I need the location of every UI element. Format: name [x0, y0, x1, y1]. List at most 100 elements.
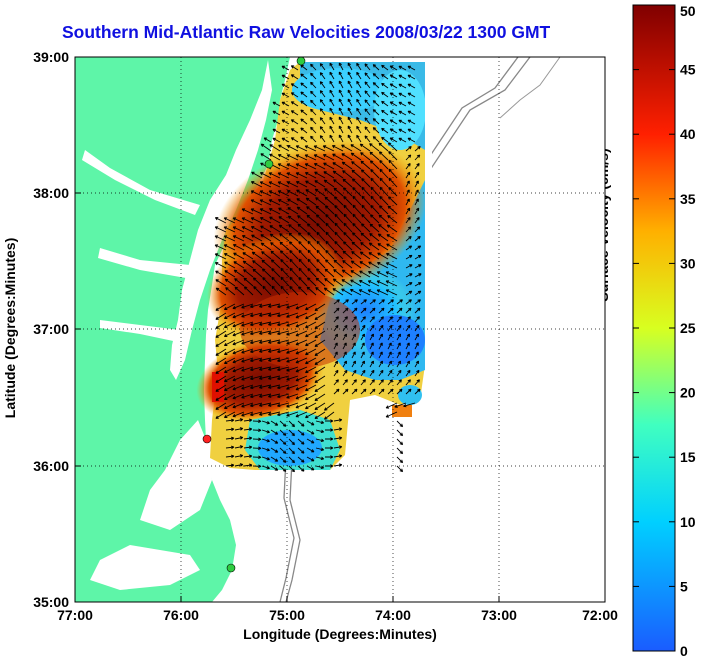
- velocity-arrow: [300, 82, 308, 89]
- velocity-arrow: [241, 330, 254, 336]
- velocity-arrow: [405, 316, 411, 323]
- velocity-arrow: [359, 261, 371, 269]
- velocity-arrow: [315, 429, 325, 434]
- velocity-arrow: [277, 303, 290, 309]
- velocity-arrow: [250, 208, 263, 215]
- velocity-arrow: [314, 330, 326, 338]
- station-marker: [226, 563, 236, 573]
- velocity-arrow: [215, 270, 227, 278]
- velocity-arrow: [241, 235, 254, 242]
- velocity-arrow: [323, 171, 335, 179]
- velocity-arrow: [360, 351, 365, 359]
- velocity-arrow: [342, 342, 347, 350]
- velocity-arrow: [241, 357, 254, 363]
- velocity-arrow: [214, 244, 227, 251]
- velocity-arrow: [405, 273, 413, 278]
- colorbar-tick-label: 5: [680, 578, 688, 594]
- velocity-arrow: [223, 384, 236, 391]
- velocity-arrow: [223, 235, 236, 242]
- velocity-arrow: [279, 465, 287, 472]
- velocity-arrow: [298, 276, 308, 287]
- velocity-arrow: [379, 168, 389, 179]
- velocity-arrow: [396, 379, 402, 386]
- velocity-arrow: [360, 160, 371, 170]
- velocity-arrow: [243, 277, 254, 287]
- velocity-arrow: [241, 393, 254, 399]
- velocity-arrow: [281, 119, 290, 125]
- velocity-arrow: [398, 65, 407, 71]
- velocity-arrow: [269, 144, 281, 152]
- velocity-arrow: [250, 384, 263, 390]
- velocity-arrow: [286, 154, 299, 161]
- velocity-arrow: [325, 222, 335, 233]
- velocity-arrow: [290, 119, 299, 125]
- velocity-arrow: [396, 299, 403, 305]
- velocity-arrow: [252, 437, 262, 442]
- velocity-arrow: [250, 312, 263, 318]
- velocity-arrow: [300, 91, 308, 98]
- velocity-arrow: [305, 402, 317, 410]
- velocity-arrow: [360, 232, 371, 242]
- velocity-arrow: [368, 242, 380, 251]
- velocity-arrow: [261, 259, 272, 269]
- velocity-arrow: [300, 109, 308, 116]
- velocity-arrow: [279, 429, 287, 436]
- velocity-arrow: [223, 375, 236, 382]
- velocity-arrow: [286, 339, 299, 345]
- velocity-arrow: [358, 280, 371, 287]
- velocity-arrow: [405, 282, 413, 287]
- velocity-arrow: [290, 74, 299, 80]
- velocity-arrow: [341, 144, 353, 152]
- velocity-arrow: [414, 388, 421, 395]
- velocity-arrow: [387, 351, 392, 359]
- velocity-arrow: [398, 101, 407, 107]
- velocity-arrow: [377, 252, 389, 260]
- velocity-arrow: [389, 83, 398, 89]
- velocity-arrow: [262, 285, 272, 296]
- velocity-arrow: [310, 135, 317, 143]
- velocity-arrow: [304, 163, 317, 170]
- velocity-arrow: [234, 418, 244, 422]
- velocity-arrow: [347, 62, 353, 71]
- velocity-arrow: [215, 375, 227, 383]
- velocity-arrow: [351, 307, 358, 314]
- velocity-arrow: [342, 241, 353, 251]
- velocity-arrow: [298, 249, 308, 260]
- velocity-arrow: [270, 438, 279, 444]
- velocity-arrow: [315, 197, 326, 206]
- velocity-arrow: [259, 208, 272, 215]
- velocity-arrow: [268, 321, 281, 326]
- velocity-arrow: [225, 287, 236, 296]
- velocity-arrow: [280, 285, 290, 296]
- velocity-arrow: [372, 82, 380, 89]
- velocity-arrow: [252, 277, 263, 287]
- velocity-arrow: [324, 259, 335, 269]
- velocity-arrow: [281, 137, 290, 143]
- velocity-arrow: [281, 65, 290, 71]
- velocity-arrow: [232, 393, 245, 400]
- velocity-arrow: [232, 312, 245, 319]
- velocity-arrow: [305, 321, 317, 329]
- velocity-arrow: [260, 242, 272, 251]
- velocity-arrow: [386, 234, 398, 242]
- velocity-arrow: [338, 125, 344, 134]
- velocity-arrow: [268, 411, 281, 416]
- velocity-arrow: [225, 418, 235, 423]
- velocity-arrow: [389, 92, 398, 98]
- velocity-arrow: [241, 312, 254, 318]
- velocity-arrow: [396, 307, 403, 314]
- y-tick-label: 37:00: [33, 321, 69, 337]
- velocity-arrow: [360, 169, 371, 179]
- velocity-arrow: [324, 411, 335, 420]
- velocity-arrow: [342, 388, 349, 395]
- velocity-arrow: [347, 71, 353, 80]
- velocity-arrow: [296, 198, 308, 206]
- velocity-arrow: [279, 241, 290, 251]
- x-tick-label: 75:00: [269, 607, 305, 623]
- velocity-arrow: [333, 379, 339, 386]
- velocity-arrow: [351, 333, 356, 341]
- velocity-arrow: [215, 366, 227, 374]
- velocity-arrow: [414, 235, 421, 242]
- velocity-arrow: [262, 276, 272, 287]
- velocity-arrow: [297, 286, 308, 296]
